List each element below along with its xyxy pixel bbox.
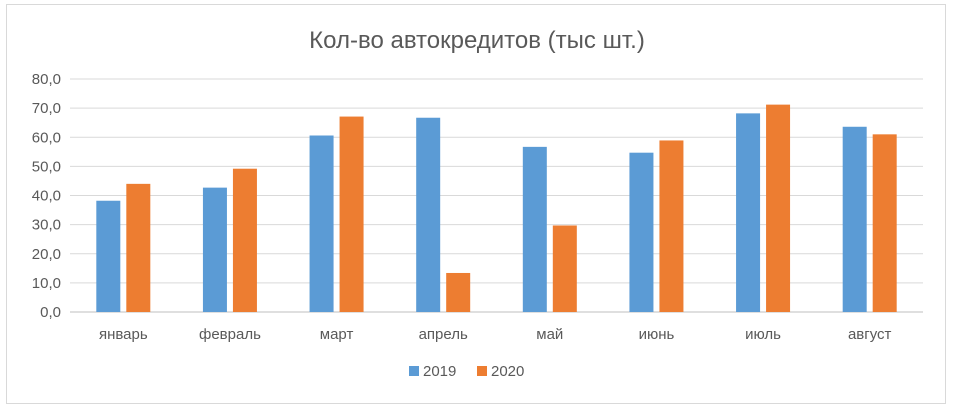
bar-2019-3 (416, 117, 441, 312)
bar-2019-7 (842, 126, 867, 312)
bar-2019-6 (736, 113, 761, 313)
bar-2020-6 (766, 104, 791, 312)
bar-2020-5 (659, 140, 684, 312)
legend-label-2019: 2019 (423, 363, 456, 380)
y-tick-label: 40,0 (32, 188, 61, 205)
y-tick-label: 60,0 (32, 129, 61, 146)
legend-swatch-2019 (409, 366, 419, 376)
bar-2020-2 (339, 116, 364, 312)
x-tick-label: август (848, 326, 892, 343)
x-tick-label: март (320, 326, 354, 343)
y-axis-ticks: 0,0 10,0 20,0 30,0 40,0 50,0 60,0 70,0 80,0 (32, 71, 61, 321)
bar-2020-1 (232, 168, 257, 312)
x-tick-label: май (536, 326, 563, 343)
bar-2020-0 (126, 183, 151, 312)
bar-2019-5 (629, 152, 654, 312)
x-tick-label: январь (99, 326, 148, 343)
bar-2020-4 (552, 225, 577, 312)
gridlines (70, 78, 923, 313)
bar-2019-4 (522, 146, 547, 312)
y-tick-label: 50,0 (32, 158, 61, 175)
bar-2020-7 (872, 134, 897, 312)
legend: 2019 2020 (409, 363, 524, 380)
chart-frame: Кол-во автокредитов (тыс шт.) 0,0 10,0 20,… (6, 4, 946, 404)
x-tick-label: апрель (419, 326, 468, 343)
bar-2019-2 (309, 135, 334, 312)
legend-swatch-2020 (477, 366, 487, 376)
y-tick-label: 80,0 (32, 71, 61, 88)
x-tick-label: февраль (199, 326, 261, 343)
y-tick-label: 0,0 (40, 304, 61, 321)
bar-2020-3 (446, 272, 471, 312)
x-tick-label: июнь (639, 326, 675, 343)
y-tick-label: 70,0 (32, 100, 61, 117)
y-tick-label: 20,0 (32, 246, 61, 263)
legend-label-2020: 2020 (491, 363, 524, 380)
bar-2019-1 (202, 187, 227, 312)
bars (96, 104, 897, 313)
y-tick-label: 30,0 (32, 217, 61, 234)
x-axis-ticks: январь февраль март апрель май июнь июль август (99, 326, 892, 343)
y-tick-label: 10,0 (32, 275, 61, 292)
bar-chart: Кол-во автокредитов (тыс шт.) 0,0 10,0 20,… (32, 27, 923, 380)
chart-title: Кол-во автокредитов (тыс шт.) (309, 27, 645, 54)
bar-2019-0 (96, 200, 121, 312)
x-tick-label: июль (745, 326, 781, 343)
